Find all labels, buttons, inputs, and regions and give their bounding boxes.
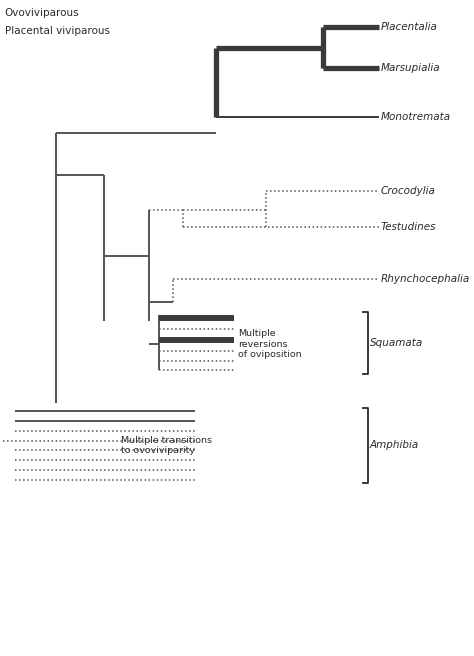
Text: Multiple transitions
to ovoviviparity: Multiple transitions to ovoviviparity: [121, 436, 212, 455]
Text: Multiple
reversions
of oviposition: Multiple reversions of oviposition: [238, 329, 302, 359]
Text: Placentalia: Placentalia: [381, 22, 438, 33]
Text: Placental viviparous: Placental viviparous: [5, 26, 110, 35]
Text: Monotremata: Monotremata: [381, 112, 451, 121]
Text: Marsupialia: Marsupialia: [381, 63, 440, 73]
Text: Testudines: Testudines: [381, 222, 436, 232]
Text: Ovoviviparous: Ovoviviparous: [5, 8, 79, 18]
Text: Amphibia: Amphibia: [370, 440, 419, 451]
Text: Squamata: Squamata: [370, 338, 423, 348]
Text: Rhynchocephalia: Rhynchocephalia: [381, 274, 470, 284]
Text: Crocodylia: Crocodylia: [381, 186, 436, 196]
